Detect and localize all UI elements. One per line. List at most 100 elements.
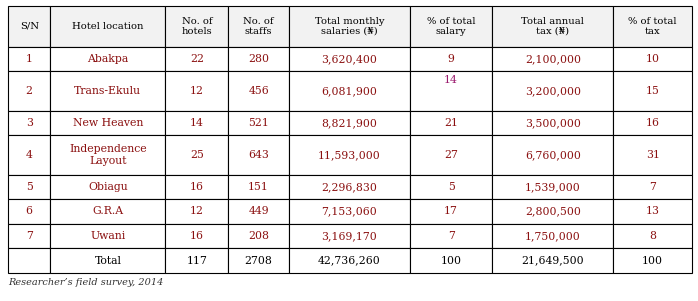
Text: 7: 7 [26,231,33,241]
Text: 6,760,000: 6,760,000 [525,150,581,160]
Bar [228,224,289,248]
Text: 21: 21 [444,118,458,128]
Text: 2,800,500: 2,800,500 [525,206,581,216]
Text: % of total
tax: % of total tax [628,17,677,36]
Bar [289,71,410,110]
Text: 22: 22 [190,54,204,64]
Bar [228,6,289,47]
Text: 449: 449 [248,206,269,216]
Bar [8,71,50,110]
Text: 7,153,060: 7,153,060 [322,206,378,216]
Text: 27: 27 [444,150,458,160]
Bar [410,175,492,199]
Text: 12: 12 [190,206,204,216]
Text: G.R.A: G.R.A [92,206,124,216]
Bar [228,71,289,110]
Text: 8,821,900: 8,821,900 [322,118,378,128]
Text: 3,169,170: 3,169,170 [322,231,378,241]
Bar [228,47,289,71]
Bar [8,175,50,199]
Bar [289,6,410,47]
Bar [289,175,410,199]
Bar [492,47,614,71]
Bar [228,135,289,175]
Text: 15: 15 [646,86,660,96]
Text: Hotel location: Hotel location [72,22,144,31]
Text: 21,649,500: 21,649,500 [521,256,584,266]
Bar [492,248,614,273]
Bar [165,135,228,175]
Text: 25: 25 [190,150,204,160]
Text: Abakpa: Abakpa [87,54,128,64]
Text: 10: 10 [646,54,660,64]
Bar [614,6,692,47]
Text: 6,081,900: 6,081,900 [322,86,378,96]
Text: Total annual
tax (₦): Total annual tax (₦) [521,17,584,36]
Bar [50,135,165,175]
Text: 5: 5 [26,182,33,192]
Bar [410,6,492,47]
Text: 8: 8 [649,231,656,241]
Text: 3: 3 [26,118,33,128]
Text: Trans-Ekulu: Trans-Ekulu [74,86,142,96]
Text: 1,750,000: 1,750,000 [525,231,581,241]
Text: S/N: S/N [20,22,38,31]
Bar [614,248,692,273]
Bar [8,135,50,175]
Bar [614,224,692,248]
Text: 2,100,000: 2,100,000 [525,54,581,64]
Text: 3,200,000: 3,200,000 [525,86,581,96]
Bar [228,175,289,199]
Text: 3,620,400: 3,620,400 [322,54,378,64]
Text: 13: 13 [646,206,660,216]
Bar [410,199,492,224]
Bar [165,71,228,110]
Bar [8,224,50,248]
Text: 2: 2 [26,86,33,96]
Bar [492,6,614,47]
Text: 280: 280 [248,54,269,64]
Bar [289,199,410,224]
Bar [228,199,289,224]
Text: 7: 7 [649,182,656,192]
Bar [50,47,165,71]
Text: 7: 7 [447,231,454,241]
Text: 643: 643 [248,150,269,160]
Text: 208: 208 [248,231,269,241]
Bar [614,175,692,199]
Bar [410,224,492,248]
Bar [50,248,165,273]
Text: No. of
hotels: No. of hotels [181,17,212,36]
Bar [50,110,165,135]
Bar [289,248,410,273]
Bar [492,110,614,135]
Bar [492,71,614,110]
Bar [492,199,614,224]
Bar [8,248,50,273]
Text: 100: 100 [642,256,663,266]
Bar [410,135,492,175]
Bar [8,110,50,135]
Text: 14: 14 [190,118,204,128]
Text: 5: 5 [447,182,454,192]
Bar [50,224,165,248]
Text: 16: 16 [190,231,204,241]
Bar [614,135,692,175]
Bar [8,199,50,224]
Text: 100: 100 [440,256,461,266]
Bar [410,110,492,135]
Text: 2,296,830: 2,296,830 [322,182,378,192]
Bar [50,6,165,47]
Text: 1,539,000: 1,539,000 [525,182,581,192]
Text: 31: 31 [646,150,660,160]
Text: 521: 521 [248,118,269,128]
Text: 3,500,000: 3,500,000 [525,118,581,128]
Bar [165,248,228,273]
Text: New Heaven: New Heaven [73,118,143,128]
Bar [410,248,492,273]
Bar [614,71,692,110]
Text: 11,593,000: 11,593,000 [318,150,381,160]
Text: 17: 17 [444,206,458,216]
Bar [614,47,692,71]
Text: Independence
Layout: Independence Layout [69,144,147,166]
